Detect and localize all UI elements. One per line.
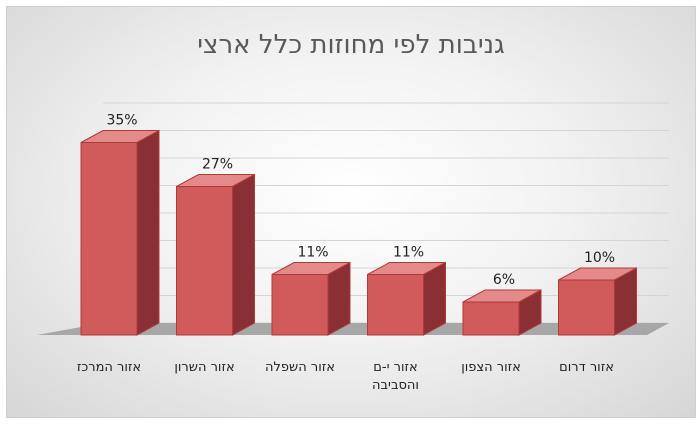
bar-top <box>558 267 637 281</box>
data-label: 11% <box>393 245 424 261</box>
bar-side <box>423 261 446 336</box>
bar-top <box>176 174 255 187</box>
bar-top <box>462 289 542 303</box>
category-labels: אזור המרכז אזור השרון אזור השפלה אזור י-ם וה… <box>77 360 614 393</box>
chart-title: גניבות לפי מחוזות כלל ארצי <box>197 30 505 60</box>
bar <box>80 129 160 336</box>
data-label: 11% <box>297 245 328 261</box>
category-label: אזור המרכז <box>77 360 141 375</box>
bar <box>367 261 446 336</box>
category-label: אזור י-ם <box>373 360 417 375</box>
bar-top <box>80 130 160 143</box>
bar-front <box>271 274 329 336</box>
bars <box>80 129 637 336</box>
bar-front <box>176 186 233 336</box>
category-label: והסביבה <box>372 378 419 393</box>
data-labels: 35% 27% 11% 11% 6% 10% <box>106 113 615 289</box>
bar-side <box>232 173 255 336</box>
bar-chart: 35%27%11% 11%6%10% אזור המרכז אזור השרון אז… <box>37 30 669 393</box>
bar <box>462 289 542 336</box>
bar <box>176 173 255 336</box>
category-label: אזור הצפון <box>461 360 521 375</box>
data-label: 35% <box>106 113 137 129</box>
data-label: 27% <box>202 157 233 173</box>
data-label: 6% <box>493 272 515 288</box>
bar-front <box>367 274 424 336</box>
bar-top <box>271 262 351 275</box>
bar-side <box>136 129 160 336</box>
category-label: אזור השרון <box>174 360 234 375</box>
bar-side <box>327 261 351 336</box>
chart-frame: 35% 27% 11% 11% 6% 10% אזור המרכז אזור השרון אז… <box>6 6 696 418</box>
bar-front <box>558 279 615 336</box>
category-label: אזור דרום <box>559 360 614 375</box>
category-label: אזור השפלה <box>265 360 335 375</box>
bar-front <box>80 142 138 336</box>
bar-top <box>367 262 446 275</box>
bar <box>271 261 351 336</box>
data-label: 10% <box>584 250 615 266</box>
bar-front <box>462 301 520 336</box>
bar <box>558 267 637 336</box>
